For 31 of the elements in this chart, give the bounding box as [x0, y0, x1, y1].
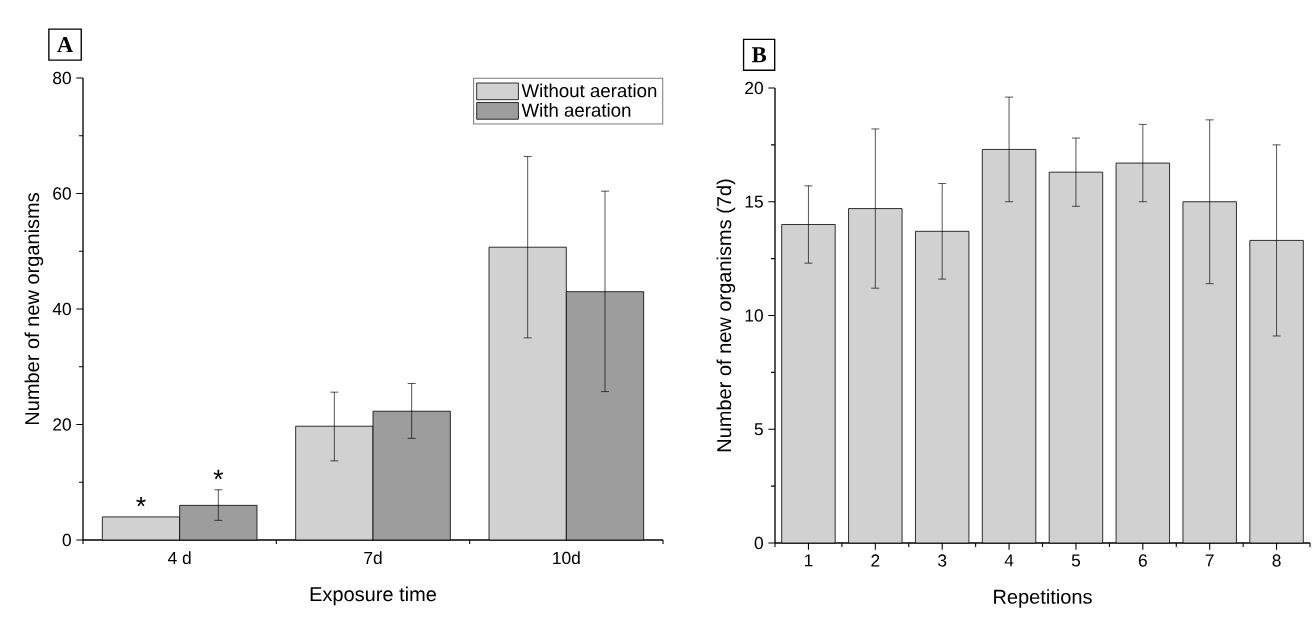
- y-tick-label: 20: [53, 418, 71, 431]
- legend-label: With aeration: [521, 103, 631, 117]
- legend-label: Without aeration: [521, 83, 657, 98]
- chart-title: B: [751, 47, 767, 63]
- x-axis-title: Repetitions: [994, 589, 1092, 608]
- x-tick-label: 7: [1205, 554, 1214, 567]
- chart-title: A: [57, 37, 74, 53]
- x-tick-label: 1: [804, 554, 813, 567]
- x-tick-label: 2: [871, 554, 880, 567]
- y-tick-label: 20: [745, 81, 763, 95]
- x-tick-label: 3: [938, 554, 947, 567]
- x-tick-label: 7d: [364, 551, 382, 565]
- x-tick-label: 8: [1272, 554, 1281, 567]
- x-tick-label: 4: [1004, 554, 1014, 567]
- y-tick-label: 0: [754, 536, 763, 550]
- x-tick-label: 5: [1071, 554, 1081, 567]
- y-tick-label: 10: [745, 309, 763, 322]
- y-tick-label: 0: [62, 533, 71, 547]
- x-tick-label: 10d: [553, 551, 580, 565]
- y-tick-label: 40: [52, 302, 71, 316]
- y-tick-label: 5: [754, 423, 763, 436]
- y-axis-title: Number of new organisms (7d): [716, 179, 736, 452]
- y-tick-label: 15: [745, 195, 763, 208]
- annotation: *: [136, 496, 146, 507]
- x-tick-label: 6: [1138, 554, 1147, 567]
- x-axis-title: Exposure time: [310, 586, 436, 606]
- annotation: *: [213, 469, 224, 480]
- y-tick-label: 60: [53, 187, 71, 200]
- y-axis-title: Number of new organisms: [24, 193, 44, 425]
- x-tick-label: 4 d: [168, 551, 191, 565]
- y-tick-label: 80: [53, 71, 71, 85]
